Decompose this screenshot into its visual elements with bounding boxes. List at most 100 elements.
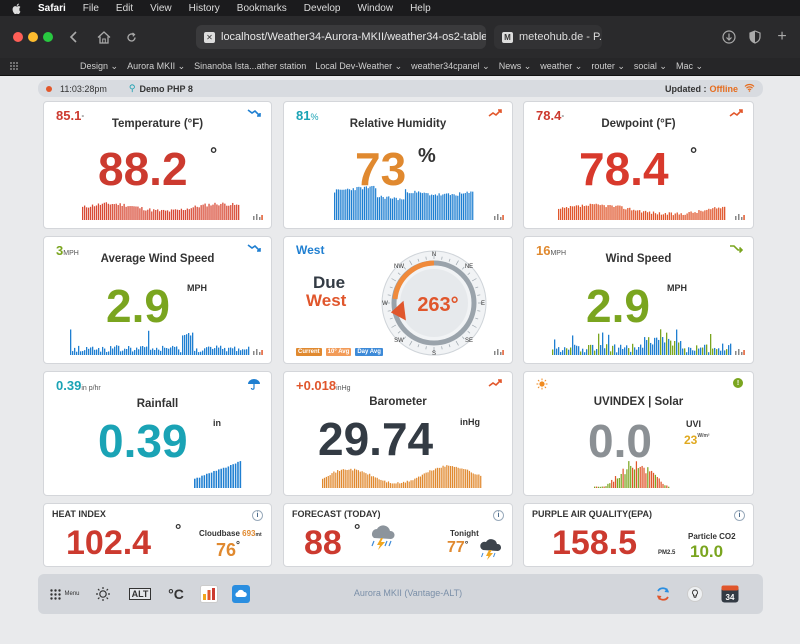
spark-bar	[121, 205, 123, 220]
bookmark-cpanel[interactable]: weather34cpanel ⌄	[411, 61, 490, 71]
bookmark-news[interactable]: News ⌄	[498, 61, 532, 71]
temperature-card[interactable]: 85.1° Temperature (°F) 88.2 °	[43, 101, 272, 229]
menu-file[interactable]: File	[82, 2, 99, 14]
spark-bar	[399, 198, 401, 220]
bookmark-local-dev[interactable]: Local Dev-Weather ⌄	[315, 61, 403, 71]
spark-bar	[361, 471, 363, 488]
bookmark-sinanoba[interactable]: Sinanoba Ista...ather station	[194, 61, 307, 71]
tab-close-icon[interactable]: ✕	[204, 31, 215, 43]
menu-button[interactable]: Menu	[46, 584, 84, 604]
menu-edit[interactable]: Edit	[115, 2, 134, 14]
spark-bar	[208, 203, 210, 220]
dewpoint-title: Dewpoint (°F)	[601, 118, 676, 130]
refresh-button[interactable]	[652, 584, 674, 604]
light-button[interactable]	[684, 584, 706, 604]
bookmark-router[interactable]: router ⌄	[591, 61, 625, 71]
spark-bar	[714, 207, 716, 220]
bookmark-aurora[interactable]: Aurora MKII ⌄	[127, 61, 186, 71]
alt-button[interactable]: ALT	[128, 584, 152, 604]
bookmark-social[interactable]: social ⌄	[633, 61, 667, 71]
close-window-button[interactable]	[13, 32, 23, 42]
spark-bar	[587, 205, 589, 220]
spark-bar	[367, 474, 369, 488]
menu-bookmarks[interactable]: Bookmarks	[236, 2, 287, 14]
spark-bar	[198, 477, 201, 488]
heat-index-card[interactable]: HEAT INDEX i 102.4 ° Cloudbase 693mt 76°	[43, 503, 272, 567]
chart-icon[interactable]	[494, 347, 504, 355]
barometer-card[interactable]: +0.018inHg Barometer 29.74 inHg	[283, 371, 513, 496]
spark-bar	[632, 343, 634, 355]
menu-history[interactable]: History	[188, 2, 220, 14]
weather34-button[interactable]: 34	[719, 584, 741, 604]
forecast-card[interactable]: FORECAST (TODAY) i 88 ° Tonight 77°	[283, 503, 513, 567]
chart-icon[interactable]	[735, 212, 745, 220]
spark-bar	[230, 205, 232, 220]
spark-bar	[427, 193, 429, 220]
spark-bar	[640, 344, 642, 355]
weather-service-button[interactable]	[230, 584, 252, 604]
spark-bar	[200, 351, 202, 355]
spark-bar	[178, 210, 181, 220]
spark-bar	[164, 210, 167, 220]
spark-bar	[614, 344, 616, 355]
bookmark-weather[interactable]: weather ⌄	[540, 61, 583, 71]
alert-icon[interactable]: !	[733, 378, 743, 388]
info-icon[interactable]: i	[493, 510, 504, 521]
menu-view[interactable]: View	[150, 2, 172, 14]
spark-bar	[329, 475, 331, 488]
spark-bar	[386, 482, 388, 488]
info-icon[interactable]: i	[252, 510, 263, 521]
zoom-window-button[interactable]	[43, 32, 53, 42]
menu-develop[interactable]: Develop	[303, 2, 341, 14]
new-tab-icon[interactable]: +	[777, 28, 787, 45]
spark-bar	[204, 348, 206, 355]
tab-localhost[interactable]: ✕ localhost/Weather34-Aurora-MKII/weathe…	[196, 25, 486, 49]
chart-icon[interactable]	[253, 212, 263, 220]
spark-bar	[468, 470, 471, 488]
charts-button[interactable]	[198, 584, 220, 604]
air-quality-title: PURPLE AIR QUALITY(EPA)	[532, 509, 653, 519]
minimize-window-button[interactable]	[28, 32, 38, 42]
apps-grid-icon[interactable]	[10, 62, 20, 72]
spark-bar	[206, 473, 208, 488]
wind-speed-card[interactable]: 16MPH Wind Speed 2.9 MPH	[523, 236, 754, 364]
bookmark-mac[interactable]: Mac ⌄	[675, 61, 703, 71]
downloads-icon[interactable]	[719, 27, 739, 47]
avg-wind-card[interactable]: 3MPH Average Wind Speed 2.9 MPH	[43, 236, 272, 364]
spark-bar	[72, 351, 74, 355]
wind-direction-card[interactable]: West Due West N NE E SE S SW W NW 263° C…	[283, 236, 513, 364]
uv-solar-card[interactable]: ! UVINDEX | Solar 0.0 UVI 23W/m²	[523, 371, 754, 496]
dewpoint-card[interactable]: 78.4° Dewpoint (°F) 78.4 °	[523, 101, 754, 229]
wind-degrees: 263°	[417, 294, 458, 316]
spark-bar	[632, 467, 634, 488]
spark-bar	[470, 191, 472, 220]
home-icon[interactable]	[94, 27, 114, 47]
apple-icon[interactable]	[12, 3, 22, 14]
menu-help[interactable]: Help	[410, 2, 431, 14]
air-quality-card[interactable]: PURPLE AIR QUALITY(EPA) i 158.5 PM2.5 Pa…	[523, 503, 754, 567]
bookmark-design[interactable]: Design ⌄	[80, 61, 119, 71]
rainfall-card[interactable]: 0.39in p/hr Rainfall 0.39 in	[43, 371, 272, 496]
back-icon[interactable]	[64, 27, 84, 47]
spark-bar	[419, 476, 422, 488]
tab-meteohub[interactable]: M meteohub.de - P...	[494, 25, 602, 49]
compass-tick	[425, 256, 427, 260]
menu-window[interactable]: Window	[357, 2, 394, 14]
spark-bar	[460, 193, 463, 220]
spark-bar	[155, 209, 157, 220]
humidity-unit: %	[418, 145, 436, 167]
theme-toggle-button[interactable]	[92, 584, 114, 604]
chart-icon[interactable]	[494, 212, 504, 220]
reload-icon[interactable]	[121, 27, 141, 47]
compass-tick	[387, 294, 391, 296]
celsius-button[interactable]: °C	[168, 586, 184, 602]
menu-safari[interactable]: Safari	[38, 2, 66, 14]
humidity-card[interactable]: 81% Relative Humidity 73 %	[283, 101, 513, 229]
spark-bar	[393, 483, 395, 488]
info-icon[interactable]: i	[734, 510, 745, 521]
spark-bar	[457, 195, 459, 220]
spark-bar	[225, 467, 227, 488]
chart-icon[interactable]	[735, 347, 745, 355]
shield-icon[interactable]	[745, 27, 765, 47]
chart-icon[interactable]	[253, 347, 263, 355]
